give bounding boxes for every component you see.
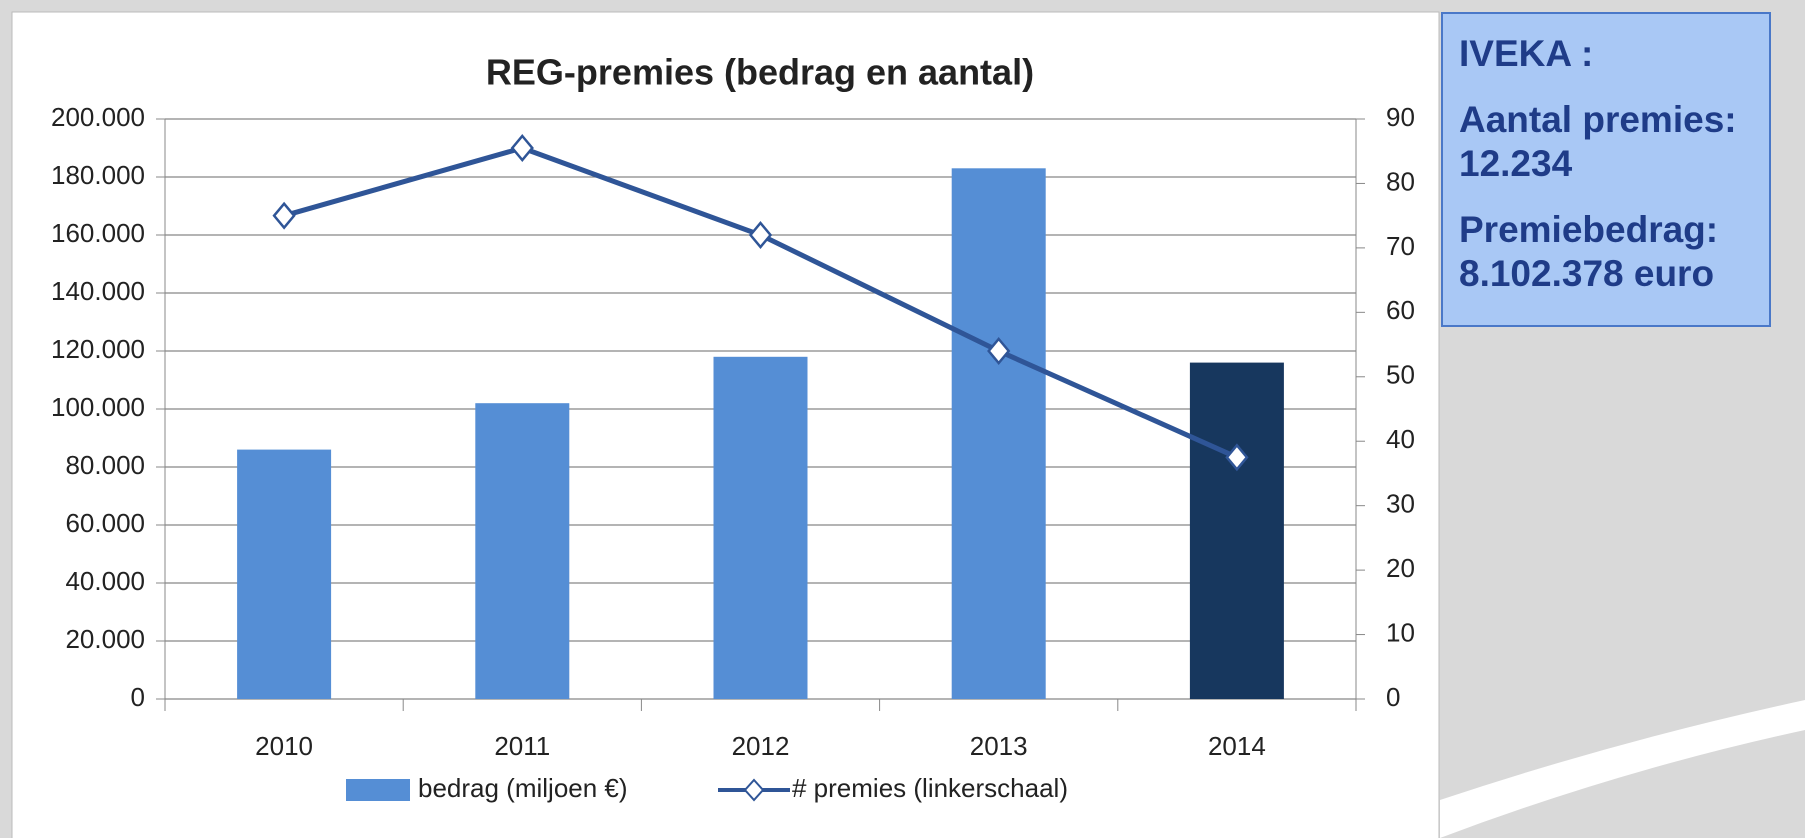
y2-tick-label: 50 bbox=[1386, 360, 1415, 390]
y-tick-label: 60.000 bbox=[65, 508, 145, 538]
bar bbox=[713, 356, 808, 699]
y-tick-label: 160.000 bbox=[51, 218, 145, 248]
y2-tick-label: 60 bbox=[1386, 295, 1415, 325]
bar bbox=[951, 168, 1046, 700]
swoosh bbox=[1440, 700, 1805, 838]
legend-label: bedrag (miljoen €) bbox=[418, 773, 628, 803]
x-tick-label: 2010 bbox=[255, 731, 313, 761]
legend-swatch bbox=[346, 779, 410, 801]
marker bbox=[748, 221, 773, 249]
chart-title: REG-premies (bedrag en aantal) bbox=[486, 52, 1034, 93]
y2-tick-label: 20 bbox=[1386, 553, 1415, 583]
annotation: Premiebedrag: 8.102.378 euro bbox=[1459, 209, 1719, 294]
x-tick-label: 2011 bbox=[494, 731, 550, 761]
annotation: Aantal premies: 12.234 bbox=[1459, 99, 1737, 184]
y-tick-label: 40.000 bbox=[65, 566, 145, 596]
x-tick-label: 2014 bbox=[1208, 731, 1266, 761]
annotation: IVEKA : bbox=[1459, 33, 1594, 74]
y-tick-label: 0 bbox=[131, 682, 145, 712]
marker bbox=[1225, 443, 1249, 472]
x-tick-label: 2012 bbox=[732, 731, 790, 761]
bar bbox=[237, 449, 332, 699]
y2-tick-label: 80 bbox=[1386, 166, 1415, 196]
bar bbox=[1189, 362, 1284, 699]
marker bbox=[987, 337, 1011, 365]
y2-tick-label: 70 bbox=[1386, 231, 1415, 261]
y-tick-label: 80.000 bbox=[65, 450, 145, 480]
y2-tick-label: 40 bbox=[1386, 424, 1415, 454]
x-tick-label: 2013 bbox=[970, 731, 1028, 761]
bar bbox=[475, 403, 570, 699]
y2-tick-label: 0 bbox=[1386, 682, 1400, 712]
y-tick-label: 200.000 bbox=[51, 102, 145, 132]
y-tick-label: 120.000 bbox=[51, 334, 145, 364]
y2-tick-label: 10 bbox=[1386, 617, 1415, 647]
y2-tick-label: 30 bbox=[1386, 489, 1415, 519]
legend-label: # premies (linkerschaal) bbox=[792, 773, 1068, 803]
info-box: IVEKA : Aantal premies: 12.234 Premiebed… bbox=[1441, 12, 1771, 327]
y-tick-label: 100.000 bbox=[51, 392, 145, 422]
marker bbox=[510, 134, 534, 162]
marker bbox=[272, 201, 296, 230]
y2-tick-label: 90 bbox=[1386, 102, 1415, 132]
y-tick-label: 20.000 bbox=[65, 624, 145, 654]
legend-swatch bbox=[743, 778, 765, 802]
y-tick-label: 180.000 bbox=[51, 160, 145, 190]
y-tick-label: 140.000 bbox=[51, 276, 145, 306]
